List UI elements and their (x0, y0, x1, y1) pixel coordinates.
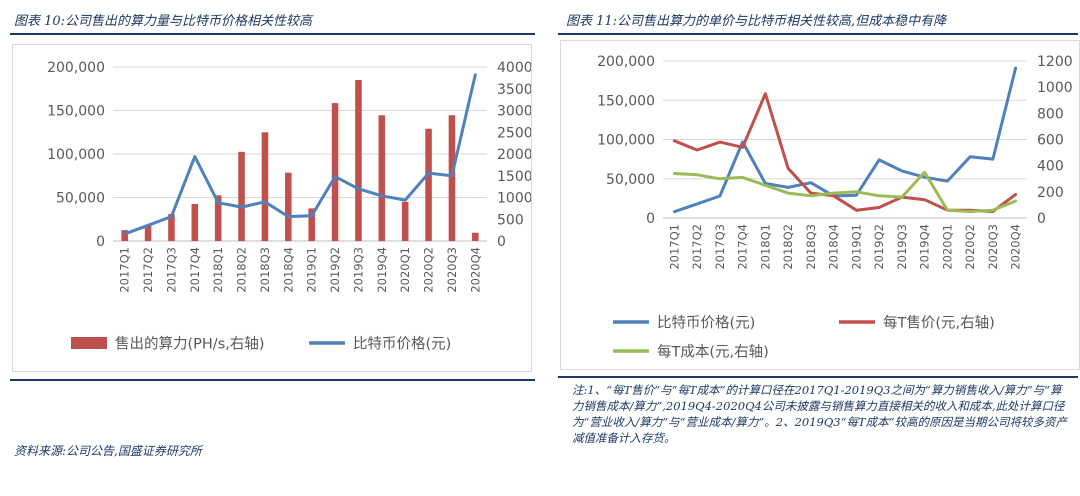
x-tick-label: 2018Q2 (781, 224, 795, 270)
y-right-tick-label: 2500 (497, 125, 531, 141)
y-right-tick-label: 1200 (1037, 54, 1073, 70)
x-tick-label: 2020Q1 (398, 247, 412, 293)
bar (168, 214, 175, 241)
x-tick-label: 2018Q2 (235, 247, 249, 293)
legend-label: 每T成本(元,右轴) (657, 344, 769, 361)
x-tick-label: 2019Q3 (351, 247, 365, 293)
y-right-tick-label: 1000 (1037, 80, 1073, 96)
y-right-tick-label: 4000 (497, 60, 531, 76)
y-left-tick-label: 50,000 (56, 191, 105, 207)
right-title-rule (558, 33, 1078, 35)
x-tick-label: 2018Q3 (804, 224, 818, 270)
bar (425, 128, 432, 241)
y-left-tick-label: 0 (646, 211, 655, 227)
x-tick-label: 2019Q1 (305, 247, 319, 293)
left-bottom-rule (10, 379, 535, 381)
bar (401, 201, 409, 241)
bar (378, 115, 386, 241)
x-tick-label: 2019Q3 (895, 224, 909, 270)
x-tick-label: 2020Q4 (468, 247, 482, 293)
x-tick-label: 2018Q4 (827, 224, 841, 270)
x-tick-label: 2017Q2 (690, 224, 704, 270)
x-tick-label: 2020Q3 (986, 224, 1000, 270)
y-right-tick-label: 0 (497, 234, 506, 250)
legend-swatch (71, 337, 107, 349)
y-right-tick-label: 1000 (497, 191, 531, 207)
y-right-tick-label: 3000 (497, 104, 531, 120)
legend-label: 比特币价格(元) (657, 315, 755, 332)
y-left-tick-label: 50,000 (606, 172, 655, 188)
x-tick-label: 2019Q2 (872, 224, 886, 270)
bar (285, 172, 292, 241)
y-left-tick-label: 200,000 (597, 54, 655, 70)
left-figure-panel: 图表 10:公司售出的算力量与比特币价格相关性较高 0 50,000 100,000… (10, 14, 535, 458)
y-right-tick-label: 1500 (497, 169, 531, 185)
x-tick-label: 2020Q1 (940, 224, 954, 270)
right-footnote: 注:1、“每T售价”与“每T成本”的计算口径在2017Q1-2019Q3之间为“… (572, 383, 1068, 445)
x-tick-label: 2017Q3 (713, 224, 727, 270)
y-left-tick-label: 150,000 (47, 104, 105, 120)
bar (261, 132, 269, 241)
x-tick-label: 2017Q4 (736, 224, 750, 270)
bar (472, 232, 479, 241)
x-tick-label: 2017Q4 (188, 247, 202, 293)
x-tick-label: 2020Q4 (1009, 224, 1023, 270)
bar (121, 230, 128, 241)
left-chart-frame: 0 50,000 100,000 150,000 200,000 0 500 1000 1500… (12, 44, 532, 372)
y-right-tick-label: 500 (497, 212, 524, 228)
x-tick-label: 2017Q2 (141, 247, 155, 293)
x-tick-label: 2019Q1 (849, 224, 863, 270)
x-tick-label: 2019Q4 (375, 247, 389, 293)
x-tick-label: 2019Q2 (328, 247, 342, 293)
x-tick-label: 2020Q2 (963, 224, 977, 270)
y-right-tick-label: 800 (1037, 106, 1064, 122)
x-tick-label: 2017Q3 (164, 247, 178, 293)
y-right-tick-label: 3500 (497, 82, 531, 98)
bar (191, 204, 199, 241)
right-chart-svg: 0 50,000 100,000 150,000 200,000 0 200 400 600 80… (597, 54, 1073, 361)
legend-label: 比特币价格(元) (353, 336, 451, 353)
x-tick-label: 2018Q3 (258, 247, 272, 293)
series-line (123, 73, 477, 236)
left-source-note: 资料来源:公司公告,国盛证券研究所 (14, 444, 202, 458)
x-tick-label: 2017Q1 (667, 224, 681, 270)
bar (331, 103, 339, 241)
y-right-tick-label: 200 (1037, 185, 1064, 201)
bar (144, 224, 152, 241)
y-left-tick-label: 150,000 (597, 93, 655, 109)
y-left-tick-label: 0 (96, 234, 105, 250)
x-tick-label: 2018Q1 (211, 247, 225, 293)
bar (448, 115, 456, 241)
right-bottom-rule (558, 376, 1078, 378)
y-right-tick-label: 0 (1037, 211, 1046, 227)
x-tick-label: 2020Q2 (422, 247, 436, 293)
x-tick-label: 2017Q1 (118, 247, 132, 293)
y-right-tick-label: 400 (1037, 159, 1064, 175)
y-right-tick-label: 600 (1037, 133, 1064, 149)
y-right-tick-label: 2000 (497, 147, 531, 163)
x-tick-label: 2018Q4 (281, 247, 295, 293)
right-figure-title: 图表 11:公司售出算力的单价与比特币相关性较高,但成本稳中有降 (566, 14, 947, 29)
left-chart-svg: 0 50,000 100,000 150,000 200,000 0 500 1000 1500… (47, 60, 531, 353)
x-tick-label: 2019Q4 (918, 224, 932, 270)
bar (308, 208, 315, 241)
legend-label: 每T售价(元,右轴) (883, 315, 995, 332)
bar (238, 151, 245, 241)
y-left-tick-label: 200,000 (47, 60, 105, 76)
series-line (672, 66, 1018, 214)
left-figure-title: 图表 10:公司售出的算力量与比特币价格相关性较高 (14, 14, 313, 29)
legend-label: 售出的算力(PH/s,右轴) (115, 336, 265, 353)
bar (214, 195, 222, 241)
right-figure-panel: 图表 11:公司售出算力的单价与比特币相关性较高,但成本稳中有降 0 50,000… (552, 0, 1080, 496)
right-chart-frame: 0 50,000 100,000 150,000 200,000 0 200 400 600 80… (560, 40, 1080, 370)
x-tick-label: 2018Q1 (758, 224, 772, 270)
y-left-tick-label: 100,000 (597, 133, 655, 149)
bar (355, 80, 362, 241)
left-title-rule (10, 33, 535, 35)
series-line (672, 170, 1018, 213)
x-tick-label: 2020Q3 (445, 247, 459, 293)
y-left-tick-label: 100,000 (47, 147, 105, 163)
